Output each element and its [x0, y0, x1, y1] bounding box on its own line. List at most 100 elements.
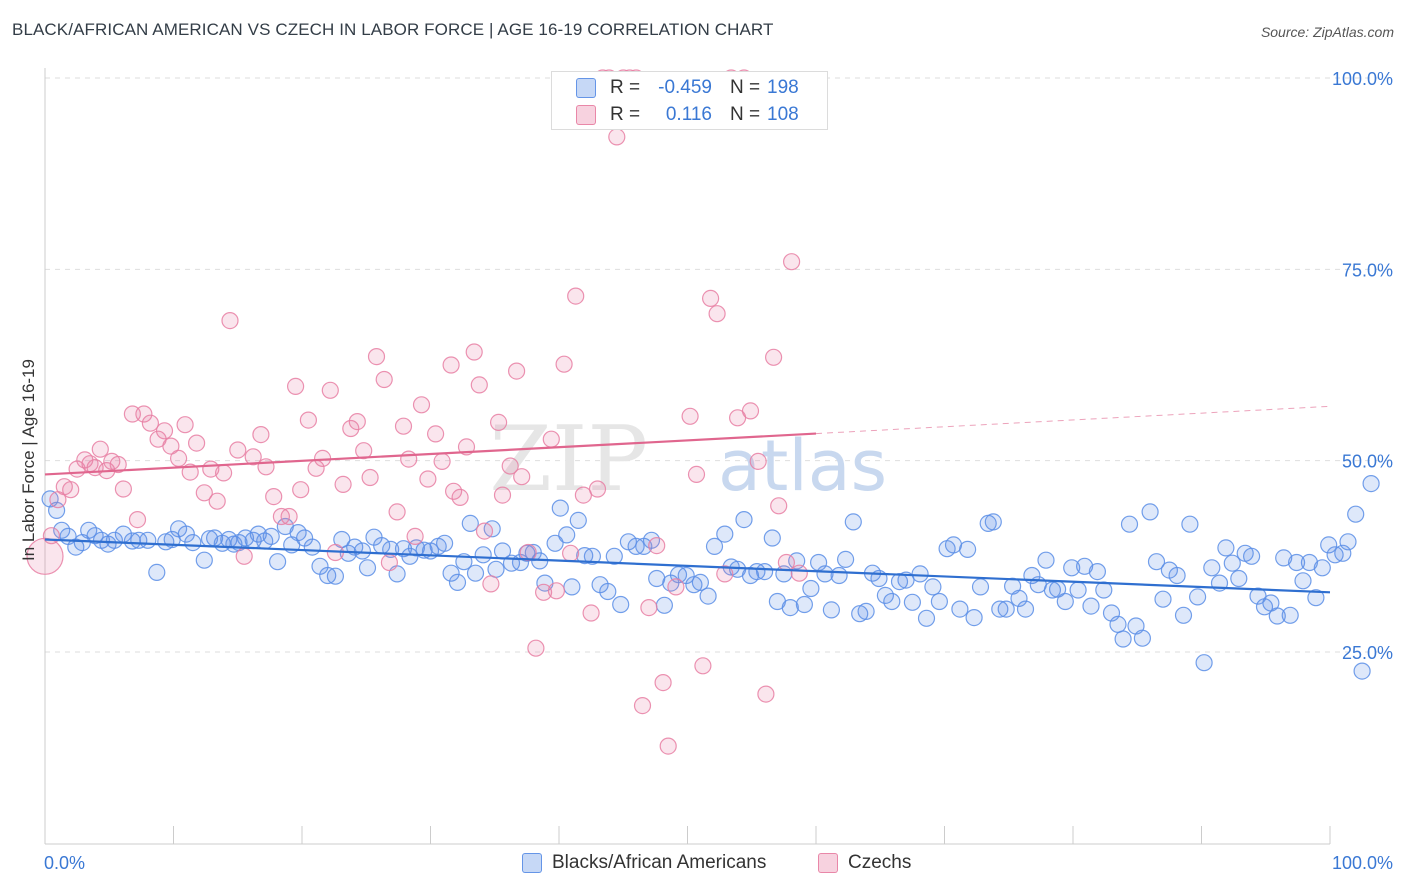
point-czechs: [582, 604, 600, 622]
point-czechs: [490, 413, 508, 431]
point-blacks: [781, 598, 799, 617]
point-czechs: [445, 482, 463, 500]
point-czechs: [777, 553, 796, 572]
point-blacks: [1362, 475, 1380, 493]
point-blacks: [924, 578, 942, 596]
point-blacks: [1168, 566, 1186, 585]
stats-legend-box: R = -0.459 N = 198 R = 0.116 N = 108: [551, 71, 828, 130]
point-blacks: [326, 567, 344, 585]
legend-swatch-blue: [522, 853, 542, 873]
legend-item-blacks[interactable]: Blacks/African Americans: [522, 852, 766, 874]
point-blacks: [1114, 630, 1132, 648]
x-tick-label: 0.0%: [44, 853, 85, 873]
point-czechs: [555, 355, 573, 373]
point-czechs: [367, 348, 386, 366]
point-czechs: [62, 481, 80, 499]
point-blacks: [1320, 536, 1338, 554]
point-blacks: [442, 564, 460, 582]
stats-n-value: 108: [767, 104, 799, 125]
point-blacks: [1287, 553, 1306, 572]
watermark: ZIP atlas: [489, 407, 887, 512]
point-blacks: [655, 596, 674, 614]
point-czechs: [215, 464, 233, 482]
point-czechs: [419, 470, 437, 488]
point-czechs: [128, 510, 147, 529]
point-blacks: [883, 592, 901, 611]
point-czechs: [109, 455, 127, 474]
point-blacks: [195, 551, 213, 569]
chart-title: BLACK/AFRICAN AMERICAN VS CZECH IN LABOR…: [12, 20, 774, 39]
point-blacks: [1217, 539, 1235, 557]
bottom-legend: Blacks/African Americans Czechs: [0, 852, 1406, 878]
point-czechs: [394, 417, 413, 435]
point-czechs: [687, 465, 706, 483]
point-czechs: [380, 553, 398, 572]
point-czechs: [561, 544, 580, 562]
point-blacks: [105, 531, 124, 549]
point-blacks: [1195, 654, 1213, 672]
data-points: [26, 69, 1380, 755]
point-blacks: [1095, 581, 1113, 599]
point-czechs: [507, 362, 526, 380]
point-czechs: [427, 425, 445, 443]
point-czechs: [681, 407, 699, 425]
point-czechs: [574, 486, 593, 504]
legend-item-czechs[interactable]: Czechs: [818, 852, 911, 874]
point-blacks: [1154, 590, 1172, 608]
point-blacks: [844, 513, 862, 531]
point-blacks: [1016, 600, 1035, 618]
point-czechs: [534, 583, 553, 601]
point-czechs: [91, 440, 109, 458]
point-czechs: [790, 564, 808, 582]
point-blacks: [1133, 629, 1152, 647]
point-blacks: [605, 547, 623, 565]
point-blacks: [184, 533, 202, 552]
point-blacks: [448, 573, 467, 592]
point-czechs: [470, 376, 488, 394]
stats-n-label: N =: [730, 77, 761, 98]
point-blacks: [1294, 572, 1312, 590]
point-blacks: [795, 595, 814, 614]
point-blacks: [1088, 562, 1107, 581]
point-czechs: [181, 463, 199, 481]
stats-row-czechs: R = 0.116 N = 108: [552, 102, 827, 128]
point-czechs: [701, 289, 720, 307]
point-czechs: [334, 475, 352, 493]
point-blacks: [53, 521, 71, 539]
point-czechs: [442, 356, 460, 374]
point-czechs: [708, 305, 726, 323]
point-blacks: [358, 559, 377, 577]
stats-n-label: N =: [730, 104, 761, 125]
point-czechs: [716, 565, 734, 583]
stats-r-value: -0.459: [658, 77, 712, 98]
point-czechs: [782, 253, 801, 271]
point-blacks: [1230, 569, 1248, 588]
point-czechs: [741, 402, 760, 420]
point-czechs: [400, 450, 418, 468]
point-blacks: [262, 527, 280, 546]
point-czechs: [608, 128, 626, 146]
point-blacks: [583, 547, 602, 565]
point-blacks: [699, 587, 717, 605]
point-blacks: [1203, 559, 1221, 577]
point-blacks: [876, 586, 895, 605]
point-blacks: [965, 608, 983, 627]
point-blacks: [563, 578, 581, 596]
stats-n-value: 198: [767, 77, 799, 98]
point-czechs: [195, 484, 213, 502]
point-czechs: [542, 430, 560, 448]
point-czechs: [141, 414, 159, 432]
point-czechs: [475, 522, 494, 540]
point-blacks: [911, 565, 929, 583]
point-czechs: [640, 598, 658, 617]
point-blacks: [1043, 581, 1062, 599]
point-czechs: [375, 370, 393, 389]
point-czechs: [170, 449, 188, 467]
point-czechs: [633, 696, 652, 715]
point-czechs: [155, 422, 174, 440]
point-czechs: [527, 639, 545, 657]
point-czechs: [659, 737, 677, 755]
point-blacks: [997, 600, 1015, 618]
legend-label-czechs: Czechs: [848, 852, 912, 873]
point-czechs: [493, 486, 512, 504]
